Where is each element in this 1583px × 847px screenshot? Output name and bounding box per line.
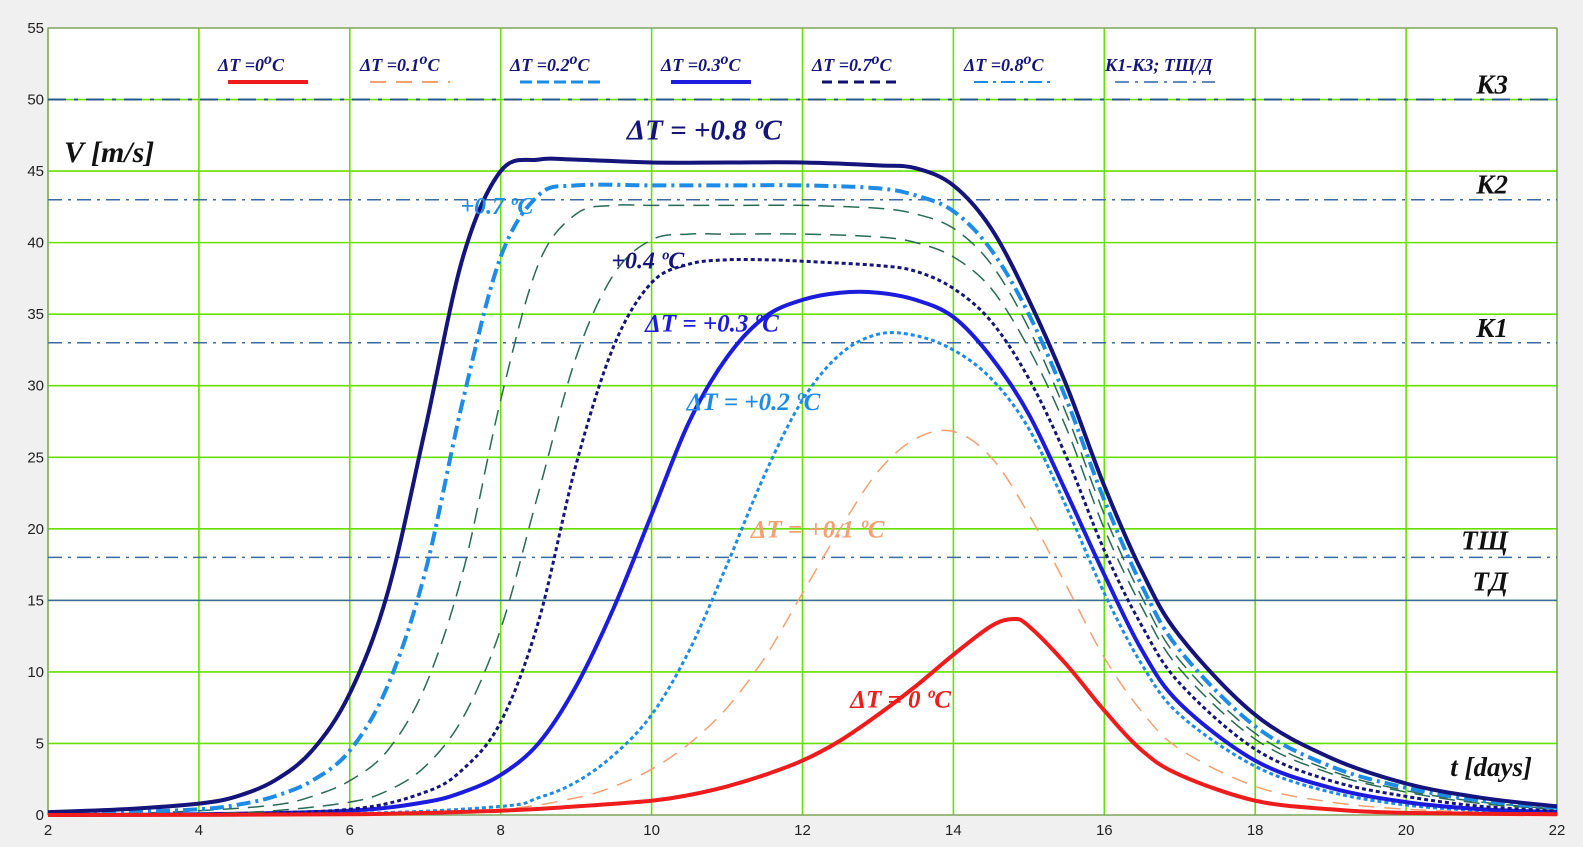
- legend-label-unit: C: [272, 55, 285, 75]
- x-tick-label: 8: [497, 822, 505, 839]
- series-line: [47, 182, 1558, 816]
- legend-label-unit: C: [729, 55, 742, 75]
- legend-label: ΔT =0.1oC: [359, 51, 441, 75]
- series-line: [47, 257, 1558, 817]
- x-tick-label: 22: [1549, 822, 1566, 839]
- series-line: [47, 616, 1558, 817]
- series-line: [47, 289, 1558, 817]
- plot-border: [47, 27, 1558, 816]
- x-tick-label: 2: [44, 822, 52, 839]
- y-tick-label: 10: [27, 664, 44, 681]
- legend-label-unit: C: [880, 55, 893, 75]
- legend-label-text: ΔT =0: [217, 55, 264, 75]
- legend-label-text: ΔT =0.8: [963, 55, 1024, 75]
- legend-label-text: К1-К3; ТЩ/Д: [1104, 55, 1213, 75]
- x-tick-label: 20: [1398, 822, 1415, 839]
- legend-label-degree: o: [570, 51, 578, 68]
- x-tick-label: 18: [1247, 822, 1264, 839]
- y-tick-label: 25: [27, 449, 44, 466]
- y-axis-label: V [m/s]: [64, 136, 154, 169]
- x-tick-label: 4: [195, 822, 203, 839]
- legend-label: ΔT =0.2oC: [509, 51, 591, 75]
- series-line: [47, 156, 1558, 815]
- y-tick-label: 50: [27, 92, 44, 109]
- y-tick-label: 55: [27, 20, 44, 37]
- legend-label: ΔT =0.7oC: [811, 51, 893, 75]
- legend-label: ΔT =0oC: [217, 51, 285, 75]
- curve-annotation: ΔT = +0.2 ºC: [686, 389, 821, 416]
- y-tick-label: 0: [36, 807, 44, 824]
- series-group: [47, 156, 1558, 817]
- curve-annotation: ΔT = +0.8 ºC: [626, 115, 783, 147]
- y-tick-label: 20: [27, 521, 44, 538]
- legend-label: ΔT =0.8oC: [963, 51, 1045, 75]
- curve-annotation: ΔT = 0 ºC: [849, 687, 951, 714]
- legend-label: К1-К3; ТЩ/Д: [1104, 55, 1213, 75]
- y-tick-label: 35: [27, 306, 44, 323]
- tick-labels: 0 5 10 15 20 25 30 35 40 45 50 55 2 4 6 8 10 12 14 16 18 20 22: [27, 20, 1565, 839]
- reference-line-label: ТЩ: [1461, 525, 1509, 555]
- curve-annotation: ΔT = +0.1 ºC: [750, 516, 885, 543]
- y-tick-label: 5: [36, 735, 44, 752]
- legend: ΔT =0oC ΔT =0.1oC ΔT =0.2oC ΔT =0.3oC ΔT =0.…: [217, 51, 1215, 84]
- legend-label-text: ΔT =0.2: [509, 55, 570, 75]
- y-tick-label: 45: [27, 163, 44, 180]
- annotations: ΔT = +0.8 ºC +0.7 ºC +0.4 ºC ΔT = +0.3 ºC ΔT…: [460, 115, 951, 714]
- curve-annotation: ΔT = +0.3 ºC: [644, 310, 779, 337]
- x-tick-label: 12: [794, 822, 811, 839]
- legend-label-text: ΔT =0.7: [811, 55, 873, 75]
- y-tick-label: 15: [27, 592, 44, 609]
- x-tick-label: 14: [945, 822, 962, 839]
- curve-annotation: +0.4 ºC: [611, 248, 685, 274]
- legend-label-text: ΔT =0.1: [359, 55, 420, 75]
- x-axis-label: t [days]: [1450, 752, 1532, 782]
- legend-label: ΔT =0.3oC: [660, 51, 742, 75]
- legend-label-unit: C: [578, 55, 591, 75]
- series-line: [47, 232, 1558, 816]
- legend-label-unit: C: [428, 55, 441, 75]
- reference-line-label: ТД: [1472, 566, 1509, 596]
- reference-line-label: К1: [1475, 313, 1508, 343]
- legend-label-degree: o: [721, 51, 729, 68]
- legend-label-degree: o: [872, 51, 880, 68]
- series-line: [47, 331, 1558, 817]
- legend-label-degree: o: [264, 51, 272, 68]
- reference-line-label: К2: [1475, 170, 1508, 200]
- curve-annotation: +0.7 ºC: [460, 194, 534, 220]
- legend-label-degree: o: [420, 51, 428, 68]
- x-tick-label: 16: [1096, 822, 1113, 839]
- series-line: [47, 204, 1558, 816]
- reference-line-label: К3: [1475, 70, 1508, 100]
- x-tick-label: 10: [643, 822, 660, 839]
- y-tick-label: 30: [27, 378, 44, 395]
- legend-label-unit: C: [1032, 55, 1045, 75]
- legend-label-text: ΔT =0.3: [660, 55, 721, 75]
- reference-lines: К3 К2 К1 ТЩ ТД: [48, 70, 1557, 602]
- series-line: [47, 429, 1558, 816]
- y-tick-label: 40: [27, 235, 44, 252]
- x-tick-label: 6: [346, 822, 354, 839]
- legend-label-degree: o: [1024, 51, 1032, 68]
